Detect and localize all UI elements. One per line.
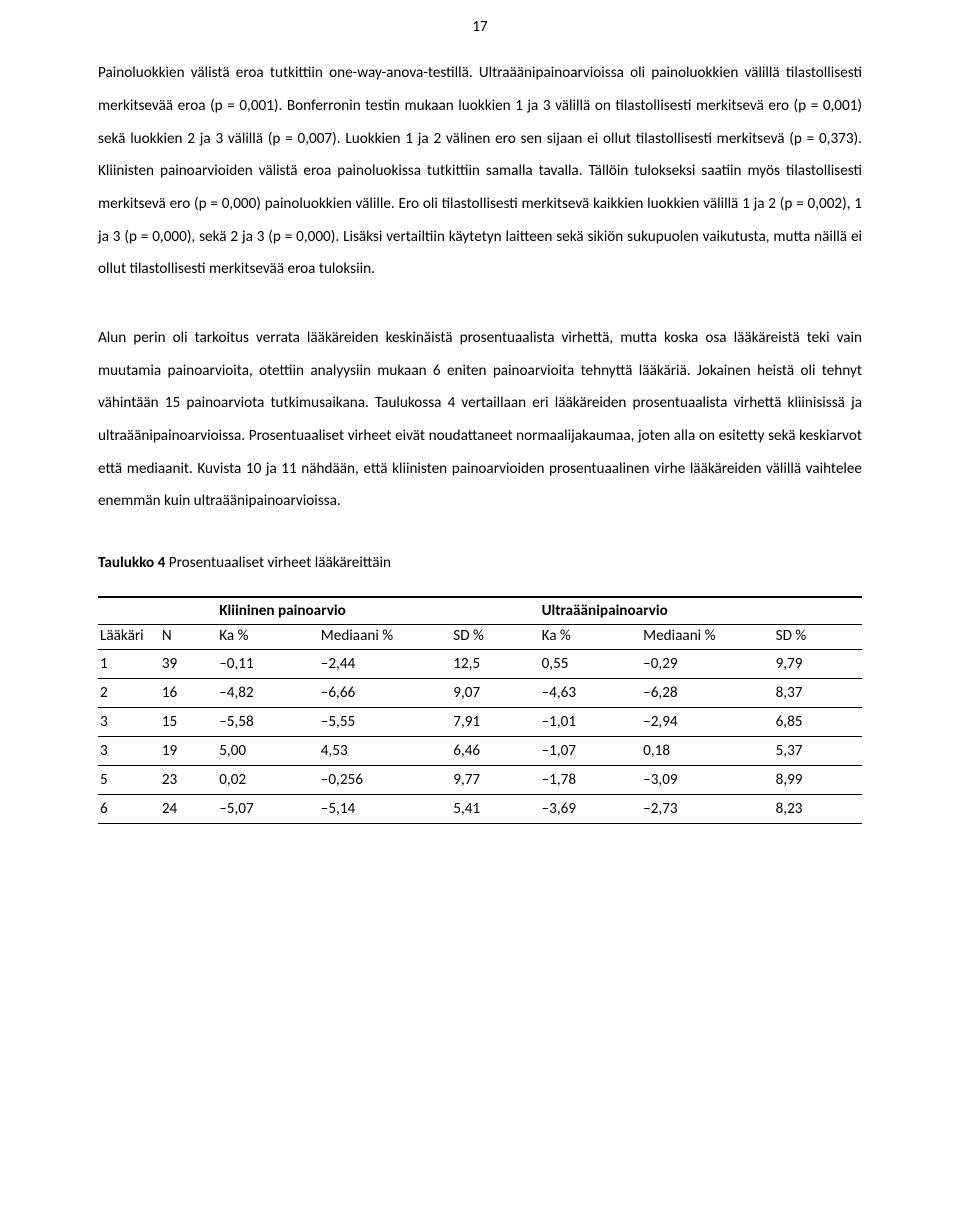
blank-cell bbox=[98, 597, 160, 625]
cell-med2: 0,18 bbox=[641, 736, 773, 765]
cell-n: 19 bbox=[160, 736, 217, 765]
cell-n: 23 bbox=[160, 765, 217, 794]
cell-med1: –5,14 bbox=[319, 794, 451, 823]
cell-laakari: 3 bbox=[98, 736, 160, 765]
cell-med2: –0,29 bbox=[641, 649, 773, 678]
cell-med1: 4,53 bbox=[319, 736, 451, 765]
cell-med1: –0,256 bbox=[319, 765, 451, 794]
cell-sd1: 9,77 bbox=[451, 765, 539, 794]
table-row: 5 23 0,02 –0,256 9,77 –1,78 –3,09 8,99 bbox=[98, 765, 862, 794]
cell-sd1: 12,5 bbox=[451, 649, 539, 678]
col-header-ka-1: Ka % bbox=[217, 624, 319, 649]
cell-sd1: 7,91 bbox=[451, 707, 539, 736]
table-sub-header-row: Lääkäri N Ka % Mediaani % SD % Ka % Medi… bbox=[98, 624, 862, 649]
table-caption-text: Prosentuaaliset virheet lääkäreittäin bbox=[165, 554, 391, 572]
cell-ka1: –4,82 bbox=[217, 678, 319, 707]
cell-sd2: 8,23 bbox=[774, 794, 862, 823]
cell-n: 15 bbox=[160, 707, 217, 736]
table-group-header-row: Kliininen painoarvio Ultraäänipainoarvio bbox=[98, 597, 862, 625]
cell-sd1: 6,46 bbox=[451, 736, 539, 765]
cell-laakari: 5 bbox=[98, 765, 160, 794]
cell-sd1: 5,41 bbox=[451, 794, 539, 823]
cell-med2: –2,94 bbox=[641, 707, 773, 736]
cell-laakari: 6 bbox=[98, 794, 160, 823]
cell-n: 16 bbox=[160, 678, 217, 707]
cell-n: 39 bbox=[160, 649, 217, 678]
cell-ka1: 0,02 bbox=[217, 765, 319, 794]
table-row: 1 39 –0,11 –2,44 12,5 0,55 –0,29 9,79 bbox=[98, 649, 862, 678]
cell-ka2: 0,55 bbox=[540, 649, 642, 678]
cell-ka2: –4,63 bbox=[540, 678, 642, 707]
cell-sd2: 5,37 bbox=[774, 736, 862, 765]
table-caption-label: Taulukko 4 bbox=[98, 554, 165, 572]
cell-ka2: –1,01 bbox=[540, 707, 642, 736]
cell-ka1: 5,00 bbox=[217, 736, 319, 765]
blank-cell bbox=[160, 597, 217, 625]
cell-ka1: –5,58 bbox=[217, 707, 319, 736]
cell-sd2: 8,99 bbox=[774, 765, 862, 794]
cell-med2: –3,09 bbox=[641, 765, 773, 794]
cell-ka1: –0,11 bbox=[217, 649, 319, 678]
page: 17 Painoluokkien välistä eroa tutkittiin… bbox=[0, 0, 960, 1232]
table-row: 2 16 –4,82 –6,66 9,07 –4,63 –6,28 8,37 bbox=[98, 678, 862, 707]
table-row: 3 15 –5,58 –5,55 7,91 –1,01 –2,94 6,85 bbox=[98, 707, 862, 736]
col-header-ka-2: Ka % bbox=[540, 624, 642, 649]
paragraph-2: Alun perin oli tarkoitus verrata lääkäre… bbox=[98, 322, 862, 518]
group-header-clinical: Kliininen painoarvio bbox=[217, 597, 539, 625]
cell-laakari: 3 bbox=[98, 707, 160, 736]
col-header-mediaani-1: Mediaani % bbox=[319, 624, 451, 649]
cell-ka2: –3,69 bbox=[540, 794, 642, 823]
col-header-n: N bbox=[160, 624, 217, 649]
table-row: 3 19 5,00 4,53 6,46 –1,07 0,18 5,37 bbox=[98, 736, 862, 765]
group-header-ultrasound: Ultraäänipainoarvio bbox=[540, 597, 862, 625]
col-header-laakari: Lääkäri bbox=[98, 624, 160, 649]
col-header-sd-1: SD % bbox=[451, 624, 539, 649]
cell-med1: –2,44 bbox=[319, 649, 451, 678]
paragraph-1: Painoluokkien välistä eroa tutkittiin on… bbox=[98, 57, 862, 286]
cell-sd2: 8,37 bbox=[774, 678, 862, 707]
cell-ka2: –1,07 bbox=[540, 736, 642, 765]
page-number: 17 bbox=[98, 0, 862, 42]
cell-sd2: 6,85 bbox=[774, 707, 862, 736]
table-caption: Taulukko 4 Prosentuaaliset virheet lääkä… bbox=[98, 554, 862, 572]
cell-n: 24 bbox=[160, 794, 217, 823]
col-header-mediaani-2: Mediaani % bbox=[641, 624, 773, 649]
cell-med1: –6,66 bbox=[319, 678, 451, 707]
results-table: Kliininen painoarvio Ultraäänipainoarvio… bbox=[98, 596, 862, 824]
cell-laakari: 1 bbox=[98, 649, 160, 678]
cell-ka2: –1,78 bbox=[540, 765, 642, 794]
cell-ka1: –5,07 bbox=[217, 794, 319, 823]
cell-sd2: 9,79 bbox=[774, 649, 862, 678]
table-row: 6 24 –5,07 –5,14 5,41 –3,69 –2,73 8,23 bbox=[98, 794, 862, 823]
cell-laakari: 2 bbox=[98, 678, 160, 707]
cell-med2: –6,28 bbox=[641, 678, 773, 707]
col-header-sd-2: SD % bbox=[774, 624, 862, 649]
cell-med2: –2,73 bbox=[641, 794, 773, 823]
cell-med1: –5,55 bbox=[319, 707, 451, 736]
cell-sd1: 9,07 bbox=[451, 678, 539, 707]
